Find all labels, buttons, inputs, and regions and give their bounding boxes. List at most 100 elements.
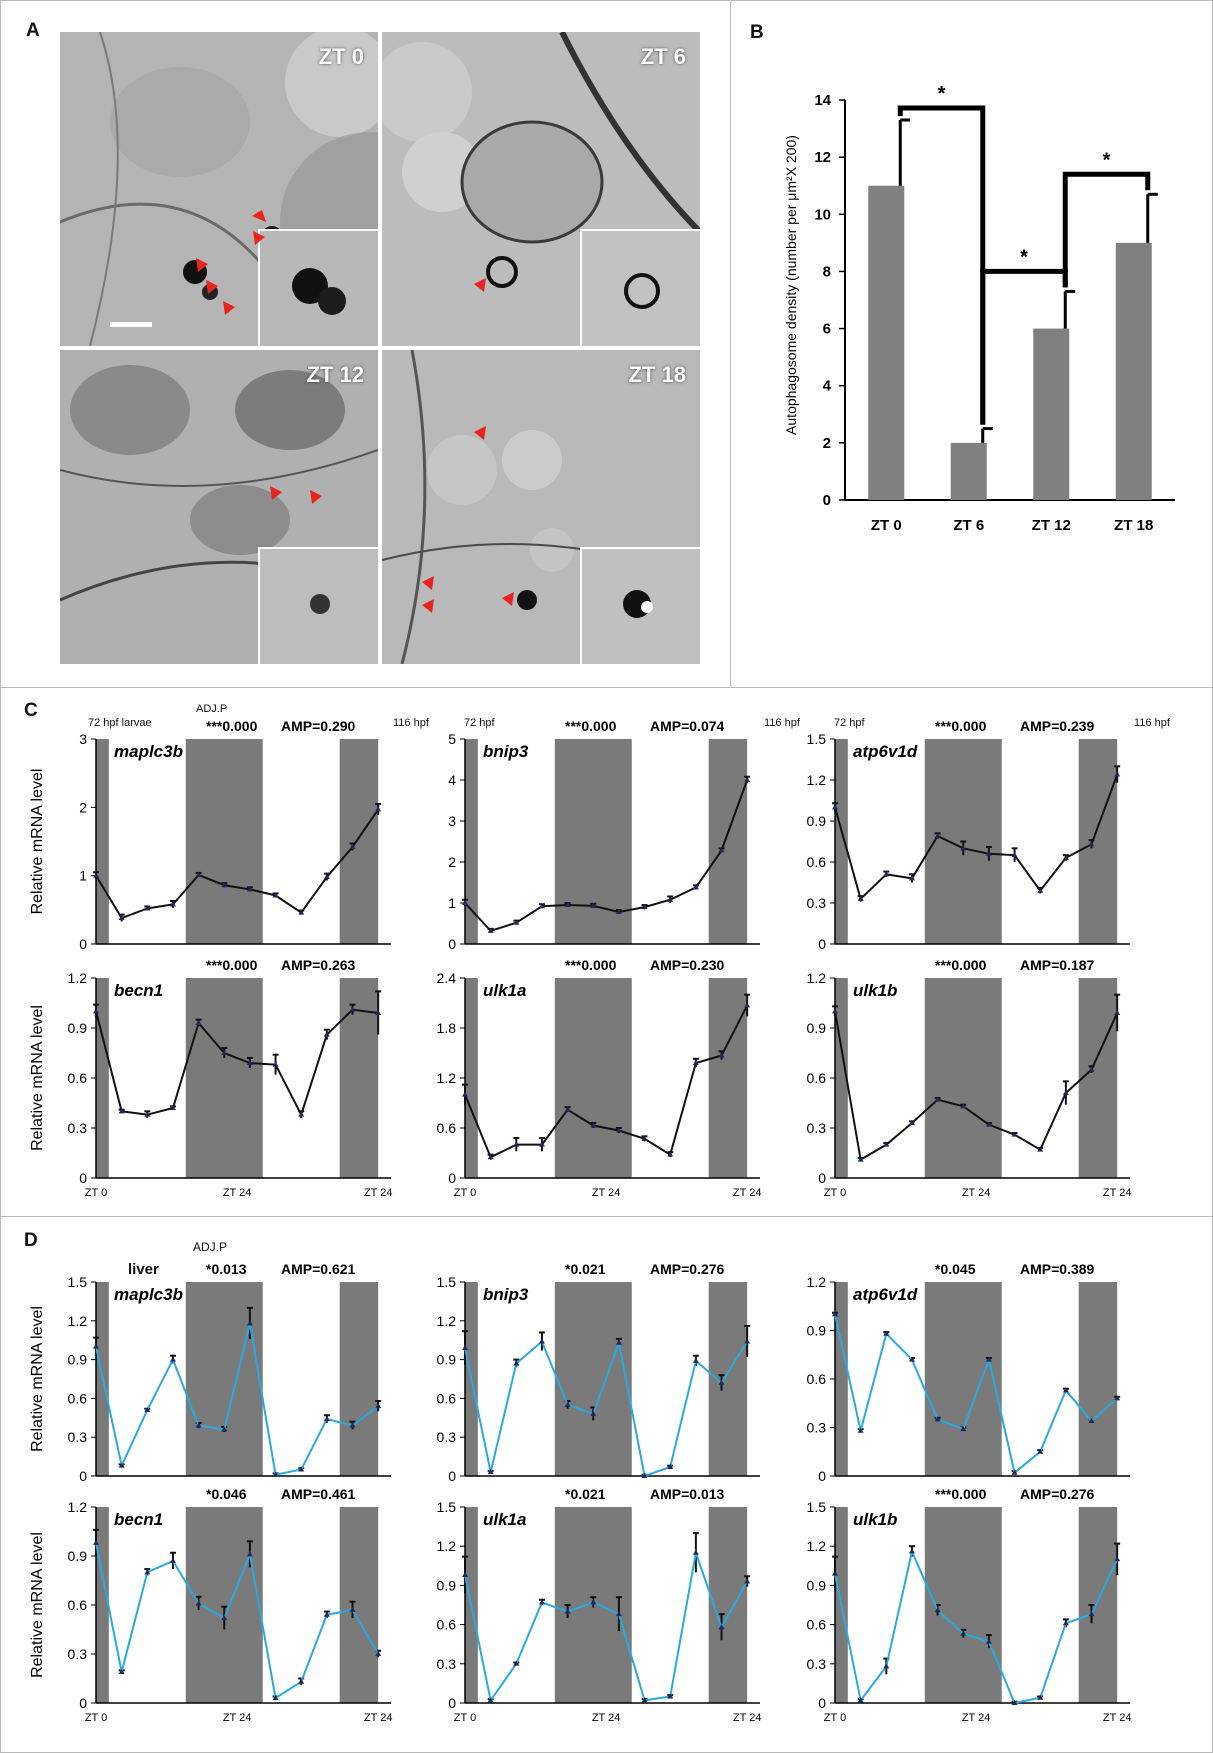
data-point [615, 1127, 622, 1133]
y-tick-label: 0.6 [68, 1597, 88, 1613]
y-tick-label: 0 [448, 1468, 456, 1484]
data-point [487, 1154, 494, 1160]
data-point [1062, 1090, 1069, 1095]
y-tick-label: 1.2 [807, 1274, 827, 1290]
panel-c-stage-start-2: 72 hpf [464, 717, 495, 729]
data-point [246, 1060, 253, 1065]
gene-label: ulk1a [483, 1510, 526, 1529]
x-tick-label: ZT 24 [733, 1187, 762, 1199]
y-tick-label: 0.6 [807, 1070, 827, 1086]
data-point [195, 871, 202, 877]
adjp-value: ***0.000 [565, 957, 617, 973]
dark-phase-shade [465, 978, 478, 1178]
data-point [1114, 1395, 1121, 1401]
y-tick-label: 0.6 [68, 1070, 88, 1086]
data-point [513, 1141, 520, 1147]
dark-phase-shade [554, 978, 632, 1178]
bar-zt12 [1033, 328, 1070, 500]
data-point [564, 902, 571, 908]
panel-c-stage-end-2: 116 hpf [764, 717, 800, 729]
data-point [323, 874, 330, 880]
series-line [464, 1339, 749, 1478]
data-point [195, 1422, 202, 1428]
y-tick-label: 1.5 [437, 1274, 457, 1290]
red-arrowheads [196, 210, 266, 315]
x-tick-label: ZT 0 [454, 1712, 476, 1724]
panel-c-adjp-label: ADJ.P [196, 703, 228, 715]
y-tick-label: 1.2 [68, 970, 88, 986]
data-point [349, 1606, 356, 1612]
data-point [1088, 1611, 1095, 1617]
x-tick-label: ZT 6 [953, 517, 984, 534]
y-tick-label: 1.2 [807, 1538, 827, 1554]
data-point [1062, 1387, 1069, 1393]
data-point [1037, 1146, 1044, 1152]
amplitude-value: AMP=0.230 [650, 957, 725, 973]
data-point [195, 1020, 202, 1025]
data-point [246, 1320, 253, 1326]
y-tick-label: 0.9 [68, 1352, 88, 1368]
data-point [487, 1469, 494, 1475]
dark-phase-shade [339, 739, 379, 944]
data-point [221, 882, 228, 888]
x-tick-label: ZT 0 [85, 1187, 107, 1199]
dark-phase-shade [185, 978, 263, 1178]
y-tick-label: 0 [818, 936, 826, 952]
data-point [349, 1422, 356, 1428]
data-point [641, 1135, 648, 1141]
data-point [883, 1663, 890, 1669]
data-point [1037, 1694, 1044, 1700]
y-tick-label: 0 [823, 492, 831, 509]
line-chart-c5: 0 0.6 1.2 1.8 2.4 ulk1a ***0.000 AMP=0.230 ZT 0 Z… [437, 957, 762, 1199]
adjp-value: ***0.000 [935, 1486, 987, 1502]
gene-label: bnip3 [483, 1285, 529, 1304]
panel-b-divider [730, 0, 731, 688]
data-point [692, 884, 699, 890]
data-point [857, 895, 864, 901]
data-point [462, 1571, 468, 1577]
y-tick-label: 0.9 [807, 1323, 827, 1339]
panel-c-stage-end-1: 116 hpf [393, 717, 429, 729]
panel-c-stage-start-3: 72 hpf [834, 717, 865, 729]
data-point [144, 1407, 151, 1413]
red-arrowheads [270, 486, 322, 504]
y-tick-label: 0 [448, 936, 456, 952]
y-tick-label: 0.9 [807, 813, 827, 829]
data-point [513, 919, 520, 925]
data-point [908, 1356, 915, 1362]
data-point [462, 900, 468, 905]
data-point [1037, 1448, 1044, 1454]
y-tick-label: 1.5 [807, 731, 827, 747]
y-tick-label: 0.9 [807, 1577, 827, 1593]
y-tick-label: 0.6 [437, 1120, 457, 1136]
data-point [590, 1122, 597, 1128]
y-tick-label: 0.3 [68, 1646, 88, 1662]
data-point [272, 1061, 279, 1067]
dark-phase-shade [465, 739, 478, 944]
gene-label: ulk1b [853, 981, 897, 1000]
data-point [667, 896, 674, 902]
em-label-zt18: ZT 18 [628, 362, 686, 387]
data-point [667, 1693, 674, 1699]
bar-zt0 [868, 185, 905, 500]
adjp-value: *0.046 [206, 1486, 247, 1502]
y-tick-label: 0.3 [807, 1120, 827, 1136]
x-tick-label: ZT 18 [1114, 517, 1153, 534]
data-point [221, 1050, 228, 1055]
series-line [464, 1005, 749, 1159]
adjp-value: *0.021 [565, 1261, 606, 1277]
gene-label: ulk1b [853, 1510, 897, 1529]
x-tick-label: ZT 0 [85, 1712, 107, 1724]
y-tick-label: 1.2 [807, 970, 827, 986]
data-point [883, 1141, 890, 1147]
data-point [1011, 1131, 1018, 1137]
significance-bracket [897, 105, 986, 425]
significance-star: * [1020, 246, 1028, 268]
dark-phase-shade [708, 739, 748, 944]
data-point [169, 901, 176, 907]
data-point [538, 1338, 545, 1344]
data-point [118, 915, 125, 921]
y-tick-label: 12 [814, 149, 831, 166]
data-point [375, 1403, 382, 1409]
